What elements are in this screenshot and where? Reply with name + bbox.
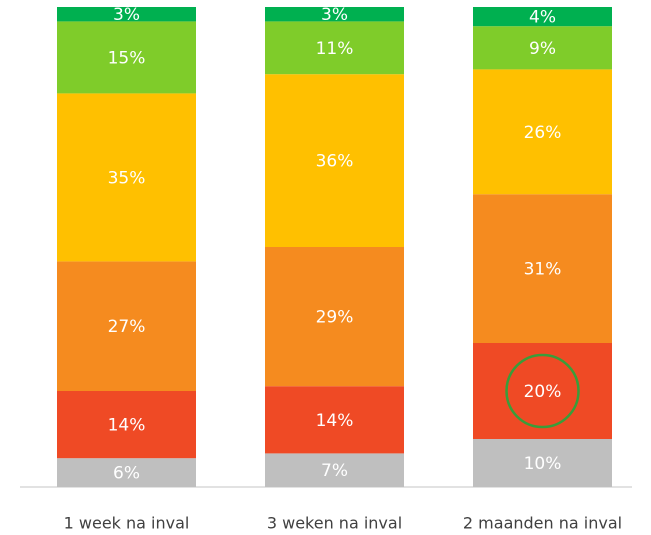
- bar-segment: [265, 386, 404, 454]
- x-tick-label: 1 week na inval: [64, 514, 190, 533]
- bar-segment: [265, 21, 404, 75]
- value-label: 35%: [108, 168, 146, 188]
- value-label: 6%: [113, 464, 140, 484]
- value-label: 3%: [321, 5, 348, 25]
- bar-segment: [473, 26, 612, 70]
- value-label: 15%: [108, 48, 146, 68]
- bar-segment: [57, 21, 196, 94]
- value-label: 14%: [108, 416, 146, 436]
- highlight-circle: [505, 353, 580, 429]
- bar-segment: [473, 439, 612, 487]
- bar-segment: [473, 7, 612, 27]
- bar-segment: [265, 7, 404, 22]
- value-label: 9%: [529, 39, 556, 59]
- value-label: 36%: [316, 152, 354, 172]
- bar-segment: [473, 69, 612, 195]
- value-label: 29%: [316, 308, 354, 328]
- bar-segment: [57, 93, 196, 262]
- bar-segment: [265, 453, 404, 487]
- value-label: 31%: [524, 260, 562, 280]
- value-label: 26%: [524, 123, 562, 143]
- value-label: 4%: [529, 8, 556, 28]
- bar-segment: [265, 247, 404, 387]
- bar-segment: [57, 7, 196, 22]
- value-label: 27%: [108, 317, 146, 337]
- x-tick-label: 2 maanden na inval: [463, 514, 622, 533]
- x-tick-label: 3 weken na inval: [267, 514, 402, 533]
- bar-segment: [57, 261, 196, 391]
- bar-segment: [473, 194, 612, 343]
- bar-segment: [57, 391, 196, 459]
- value-label: 3%: [113, 5, 140, 25]
- value-label: 11%: [316, 39, 354, 59]
- value-label: 20%: [524, 382, 562, 402]
- value-label: 10%: [524, 454, 562, 474]
- bar-segment: [57, 458, 196, 487]
- value-label: 14%: [316, 411, 354, 431]
- bar-segment: [473, 343, 612, 439]
- value-label: 7%: [321, 461, 348, 481]
- bar-segment: [265, 74, 404, 247]
